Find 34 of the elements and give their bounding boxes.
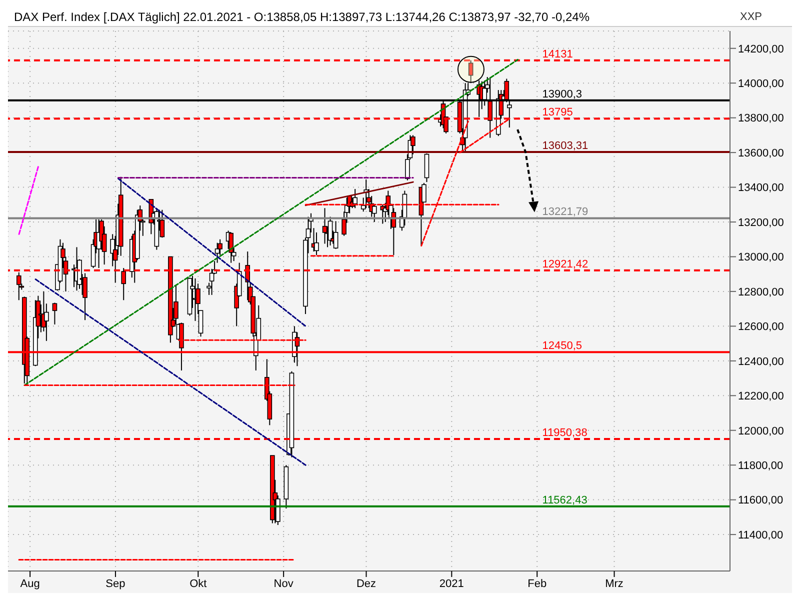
ref-line-label: 12450,5	[542, 340, 582, 352]
y-tick-label: 13600,00	[738, 147, 784, 160]
x-tick-label: Aug	[20, 578, 40, 590]
x-tick-label: Nov	[274, 578, 294, 590]
y-axis-title: XXP	[740, 10, 762, 25]
y-tick-label: 14200,00	[738, 43, 784, 56]
y-tick-label: 11600,00	[738, 494, 784, 507]
x-tick-label: Okt	[190, 578, 207, 590]
y-tick-label: 11400,00	[738, 529, 784, 542]
y-tick-label: 14000,00	[738, 78, 784, 90]
x-tick-label: Feb	[528, 578, 547, 590]
y-tick-label: 12000,00	[738, 425, 784, 438]
ref-line-label: 13603,31	[542, 140, 588, 152]
y-tick-label: 11800,00	[738, 460, 784, 472]
x-tick-label: 2021	[439, 578, 464, 590]
ref-line-label: 14131	[542, 48, 573, 60]
y-tick-label: 13800,00	[738, 112, 784, 125]
ref-line-label: 12921,42	[542, 258, 588, 270]
y-tick-label: 13400,00	[738, 182, 784, 194]
x-tick-label: Mrz	[605, 578, 624, 590]
chart-title: DAX Perf. Index [.DAX Täglich] 22.01.2021 - O:13858,05 H:13897,73 L:13744,26 C:13873,97 -32,70 -0,24%	[14, 10, 590, 24]
y-tick-label: 12200,00	[738, 390, 784, 403]
y-tick-label: 13200,00	[738, 216, 784, 229]
x-tick-label: Sep	[106, 578, 126, 590]
ref-line-label: 13221,79	[542, 206, 588, 218]
ref-line-label: 13900,3	[542, 88, 582, 100]
ref-line-label: 13795	[542, 106, 573, 119]
y-tick-label: 13000,00	[738, 252, 784, 264]
ref-line-label: 11562,43	[542, 494, 588, 506]
y-tick-label: 12600,00	[738, 321, 784, 334]
ref-line-label: 11950,38	[542, 426, 588, 439]
y-tick-label: 12400,00	[738, 356, 784, 368]
x-tick-label: Dez	[356, 578, 376, 590]
y-tick-label: 12800,00	[738, 286, 784, 298]
